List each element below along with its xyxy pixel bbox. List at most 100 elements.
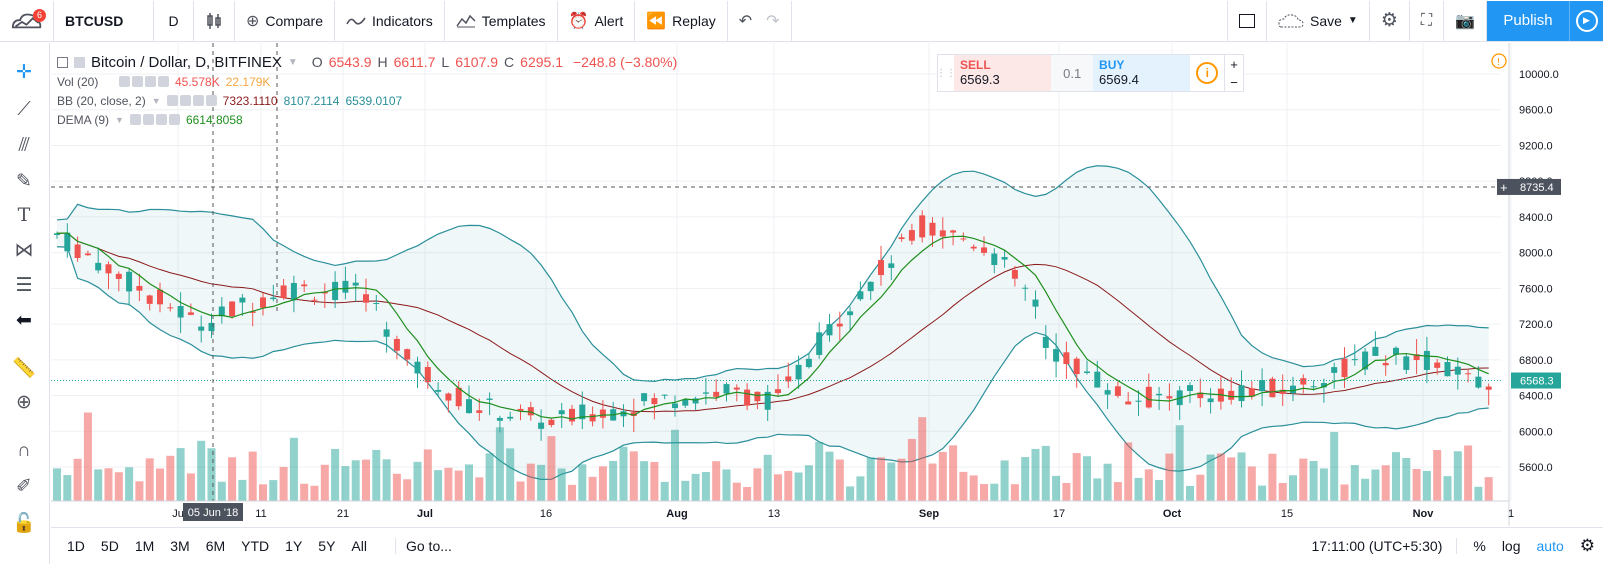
chart-canvas[interactable]: 10000.09600.09200.08800.08400.08000.0760…	[51, 43, 1603, 526]
info-button[interactable]: i	[1190, 55, 1224, 91]
drag-handle-icon[interactable]: ⋮⋮	[936, 67, 956, 79]
more-icon[interactable]	[145, 76, 156, 87]
volume-bar	[279, 466, 288, 501]
prediction-tool[interactable]: ☰	[0, 270, 48, 300]
chart-pane[interactable]: 10000.09600.09200.08800.08400.08000.0760…	[51, 43, 1603, 526]
pattern-tool[interactable]: ⋈	[0, 235, 48, 265]
bb-lower-value: 6539.0107	[345, 93, 403, 108]
layout-button[interactable]	[1227, 0, 1267, 41]
vol-controls[interactable]	[119, 76, 169, 87]
log-toggle[interactable]: log	[1501, 538, 1521, 554]
range-6m[interactable]: 6M	[205, 538, 226, 554]
range-all[interactable]: All	[351, 538, 367, 554]
measure-tool[interactable]: 📏	[0, 353, 48, 383]
close-label: C	[504, 54, 515, 70]
volume-bar	[248, 451, 257, 501]
series-menu-icon[interactable]: ▼	[287, 56, 298, 68]
volume-bar	[341, 466, 350, 501]
more-icon[interactable]	[192, 95, 204, 106]
dema-controls[interactable]	[129, 114, 180, 125]
range-ytd[interactable]: YTD	[241, 538, 270, 554]
settings-icon[interactable]	[179, 95, 191, 106]
close-icon[interactable]	[168, 114, 180, 125]
candle-body	[867, 281, 874, 292]
replay-button[interactable]: ⏪ Replay	[635, 0, 728, 41]
flag-icon[interactable]	[74, 56, 85, 68]
chevron-down-icon[interactable]: ▼	[115, 114, 124, 125]
settings-icon[interactable]	[142, 114, 154, 125]
range-1m[interactable]: 1M	[134, 538, 155, 554]
stay-drawing-tool[interactable]: ✐	[0, 471, 48, 501]
eye-icon[interactable]	[129, 114, 141, 125]
warning-icon[interactable]	[1491, 53, 1507, 69]
crosshair-time-box	[183, 503, 243, 521]
interval-select[interactable]: D	[154, 0, 194, 41]
range-5y[interactable]: 5Y	[318, 538, 336, 554]
range-1d[interactable]: 1D	[67, 538, 85, 554]
indicators-button[interactable]: Indicators	[335, 0, 445, 41]
candle-body	[702, 392, 709, 394]
symbol-search[interactable]: BTCUSD	[54, 0, 154, 41]
chevron-down-icon[interactable]: ▼	[151, 95, 161, 106]
candle-body	[826, 324, 833, 336]
volume-bar	[1268, 453, 1277, 501]
templates-button[interactable]: Templates	[445, 0, 558, 41]
range-3m[interactable]: 3M	[170, 538, 190, 554]
close-icon[interactable]	[205, 95, 217, 106]
bb-upper-line	[56, 165, 1489, 382]
auto-toggle[interactable]: auto	[1536, 538, 1564, 554]
cloud-save-icon	[1278, 13, 1304, 27]
text-tool[interactable]: T	[0, 200, 48, 230]
more-icon[interactable]	[155, 114, 167, 125]
volume-bar	[1134, 477, 1143, 501]
save-button[interactable]: Save ▼	[1267, 0, 1370, 41]
settings-icon[interactable]	[132, 76, 143, 87]
close-icon[interactable]	[158, 76, 169, 87]
redo-icon[interactable]: ↷	[766, 12, 780, 30]
candle-body	[898, 237, 905, 240]
compare-button[interactable]: ⊕ Compare	[235, 0, 335, 41]
publish-button[interactable]: Publish	[1487, 0, 1569, 41]
price-tick-label: 8000.0	[1519, 248, 1553, 260]
decrease-button[interactable]: −	[1230, 74, 1238, 90]
increase-button[interactable]: +	[1230, 56, 1238, 72]
bb-label: BB (20, close, 2)	[57, 93, 146, 108]
crosshair-plus-box[interactable]	[1497, 178, 1511, 195]
logo-menu[interactable]: 6	[0, 0, 54, 41]
volume-bar	[1402, 457, 1411, 501]
undo-icon[interactable]: ↶	[738, 12, 753, 30]
goto-button[interactable]: Go to...	[394, 538, 462, 554]
settings-button[interactable]: ⚙	[1370, 0, 1410, 41]
volume-bar	[619, 446, 628, 501]
quantity-field[interactable]: 0.1	[1051, 55, 1094, 91]
sell-button[interactable]: SELL 6569.3	[954, 55, 1052, 91]
lock-tool[interactable]: 🔓	[0, 508, 48, 538]
magnet-tool[interactable]: ∩	[0, 436, 48, 466]
pitchfork-tool[interactable]: ⫻	[0, 131, 48, 161]
range-5d[interactable]: 5D	[100, 538, 119, 554]
brush-tool[interactable]: ✎	[0, 166, 48, 196]
percent-toggle[interactable]: %	[1473, 538, 1486, 554]
scale-settings-button[interactable]: ⚙	[1572, 536, 1603, 556]
eye-icon[interactable]	[119, 76, 130, 87]
bb-controls[interactable]	[166, 95, 217, 106]
range-1y[interactable]: 1Y	[285, 538, 303, 554]
zoom-tool[interactable]: ⊕	[0, 387, 48, 417]
eye-icon[interactable]	[166, 95, 178, 106]
clock[interactable]: 17:11:00 (UTC+5:30)	[1311, 538, 1458, 554]
trendline-tool[interactable]: ⟋	[0, 95, 48, 125]
collapse-icon[interactable]	[57, 56, 68, 68]
snapshot-button[interactable]: 📷	[1444, 0, 1487, 41]
buy-button[interactable]: BUY 6569.4	[1093, 55, 1191, 91]
plus-icon[interactable]: +	[1500, 180, 1508, 195]
play-button[interactable]: ▶	[1569, 0, 1603, 41]
candle-body	[332, 281, 339, 300]
fullscreen-button[interactable]: ⛶	[1410, 0, 1445, 41]
volume-bar	[506, 448, 515, 501]
alert-button[interactable]: ⏰ Alert	[558, 0, 636, 41]
change-value: −248.8 (−3.80%)	[573, 54, 678, 70]
volume-bar	[1165, 453, 1174, 501]
hide-toolbar-button[interactable]: ⬅	[0, 305, 48, 335]
crosshair-tool[interactable]: ✛	[0, 57, 48, 87]
chart-style-button[interactable]	[194, 0, 235, 41]
